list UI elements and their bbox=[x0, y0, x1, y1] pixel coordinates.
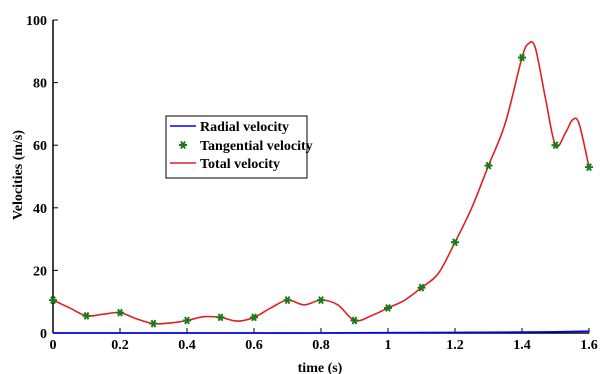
tick-labels: 0 0.2 0.4 0.6 0.8 1 1.2 1.4 1.6 0 20 40 60 80 100 bbox=[26, 14, 598, 353]
y-tick-label: 80 bbox=[33, 77, 47, 92]
legend-tangential-label: Tangential velocity bbox=[200, 139, 313, 154]
y-axis-label: Velocities (m/s) bbox=[11, 130, 26, 220]
series-line-total-velocity bbox=[52, 41, 590, 325]
x-tick-label: 1.6 bbox=[580, 338, 598, 353]
tangential-point bbox=[82, 311, 91, 320]
x-tick-label: 1.4 bbox=[513, 338, 531, 353]
x-axis-label: time (s) bbox=[298, 361, 343, 374]
legend-total-label: Total velocity bbox=[200, 157, 280, 172]
y-tick-label: 40 bbox=[33, 202, 47, 217]
x-tick-label: 0 bbox=[50, 338, 57, 353]
series-line-radial-velocity bbox=[52, 330, 590, 334]
tangential-point bbox=[451, 238, 459, 247]
tangential-point bbox=[183, 316, 191, 325]
tangential-point bbox=[250, 313, 258, 322]
tangential-point bbox=[417, 283, 426, 292]
legend-star bbox=[179, 141, 187, 149]
tangential-point bbox=[384, 303, 392, 312]
y-tick-label: 0 bbox=[40, 327, 47, 342]
tangential-point bbox=[116, 308, 124, 317]
x-tick-label: 0.4 bbox=[178, 338, 196, 353]
axes bbox=[52, 19, 590, 334]
tangential-point bbox=[149, 319, 158, 328]
tangential-point bbox=[585, 163, 593, 172]
y-tick-label: 20 bbox=[33, 264, 47, 279]
legend-tangential-marker bbox=[179, 141, 187, 149]
y-tick-label: 100 bbox=[26, 14, 47, 29]
x-tick-label: 1.2 bbox=[446, 338, 464, 353]
tangential-point bbox=[518, 53, 526, 62]
legend: Radial velocity Tangential velocity Tota… bbox=[165, 115, 313, 179]
tangential-point bbox=[317, 296, 325, 305]
x-tick-label: 1 bbox=[385, 338, 392, 353]
tangential-point bbox=[216, 313, 225, 322]
x-tick-label: 0.8 bbox=[312, 338, 330, 353]
tangential-point bbox=[283, 296, 292, 305]
tangential-point bbox=[49, 296, 57, 305]
tangential-point bbox=[484, 161, 493, 170]
x-tick-label: 0.2 bbox=[111, 338, 129, 353]
x-tick-label: 0.6 bbox=[245, 338, 263, 353]
tangential-point bbox=[551, 141, 560, 150]
plot-area bbox=[49, 41, 593, 334]
legend-radial-label: Radial velocity bbox=[200, 120, 289, 135]
y-tick-label: 60 bbox=[33, 139, 47, 154]
tangential-point bbox=[350, 316, 359, 325]
